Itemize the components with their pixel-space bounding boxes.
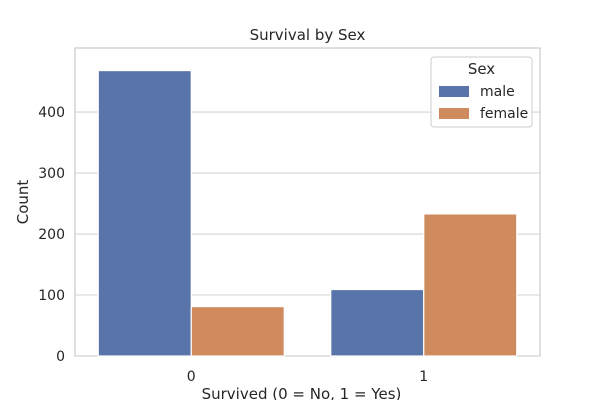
bars [97,69,518,357]
y-axis-ticks: 0 100 200 300 400 [38,105,65,365]
chart-title: Survival by Sex [250,26,366,44]
bar-female-0 [190,305,285,357]
legend: Sex male female [430,56,533,128]
legend-items: male female [439,84,528,122]
x-axis-title: Survived (0 = No, 1 = Yes) [202,385,402,400]
legend-swatch-male [439,86,469,97]
y-tick-label: 400 [38,105,65,121]
legend-label-male: male [480,84,515,100]
y-tick-label: 200 [38,227,65,243]
x-tick-label: 0 [187,369,196,385]
legend-title: Sex [468,60,495,78]
y-tick-label: 0 [56,349,65,365]
legend-label-female: female [480,106,528,122]
x-tick-label: 1 [419,369,428,385]
bar-male-0 [97,69,192,357]
legend-swatch-female [439,108,469,119]
bar-female-1 [423,213,518,357]
y-tick-label: 300 [38,166,65,182]
bar-male-1 [330,288,425,357]
y-axis-title: Count [14,180,32,225]
y-tick-label: 100 [38,288,65,304]
